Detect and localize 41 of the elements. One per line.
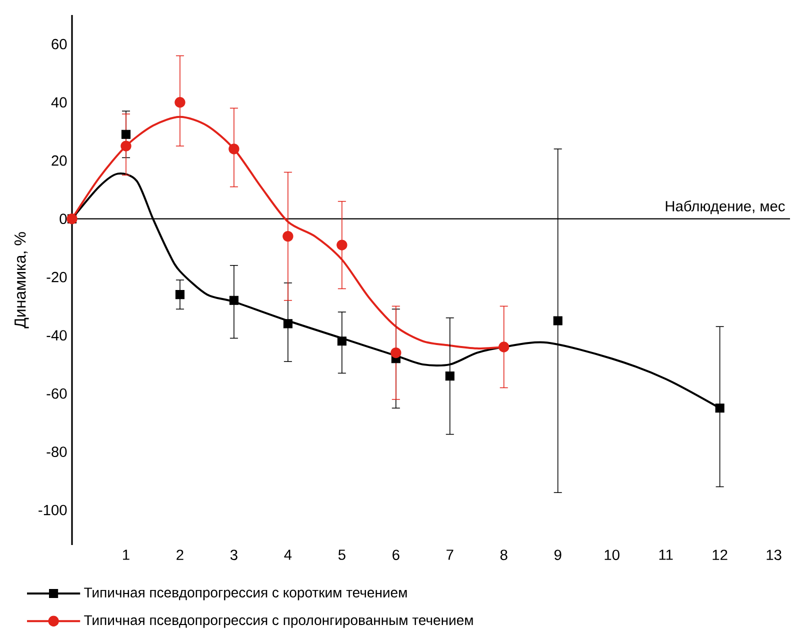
y-tick-label: 0 <box>60 214 67 224</box>
point <box>229 296 238 305</box>
x-tick-label: 13 <box>766 550 782 560</box>
y-tick-label: -20 <box>46 272 67 282</box>
point <box>174 97 186 108</box>
y-tick-label: -40 <box>46 330 67 341</box>
point <box>228 144 240 154</box>
y-tick-label: 40 <box>51 97 67 108</box>
x-tick-label: 3 <box>230 550 238 560</box>
point <box>282 230 294 242</box>
point <box>715 404 724 413</box>
point <box>175 290 185 300</box>
x-tick-label: 8 <box>500 550 508 560</box>
point <box>336 240 348 250</box>
y-tick-label: -60 <box>46 388 67 399</box>
point <box>337 336 346 346</box>
x-tick-label: 5 <box>338 550 346 560</box>
legend-label: Типичная псевдопрогрессия с пролонгированным течением <box>84 615 473 628</box>
y-tick-label: -100 <box>38 504 67 516</box>
x-tick-label: 7 <box>446 550 454 560</box>
x-tick-label: 10 <box>604 550 620 560</box>
point <box>121 130 131 139</box>
point <box>445 372 454 381</box>
y-tick-label: 60 <box>52 38 67 50</box>
y-axis-title: Динамика, % <box>14 232 29 328</box>
x-tick-label: 6 <box>392 550 400 560</box>
x-tick-label: 12 <box>712 550 728 560</box>
point <box>120 140 132 152</box>
x-tick-label: 2 <box>176 550 184 560</box>
point <box>498 342 510 352</box>
legend-label: Типичная псевдопрогрессия с коротким течением <box>84 588 407 600</box>
x-tick-label: 4 <box>284 550 292 560</box>
x-axis-title: Наблюдение, мес <box>666 200 785 214</box>
y-tick-label: 20 <box>52 155 67 166</box>
point <box>283 319 292 328</box>
y-tick-label: -80 <box>46 446 67 457</box>
point <box>390 347 402 358</box>
x-tick-label: 9 <box>554 550 562 560</box>
x-tick-label: 1 <box>123 550 130 560</box>
point <box>553 316 562 326</box>
x-tick-label: 11 <box>659 550 673 560</box>
